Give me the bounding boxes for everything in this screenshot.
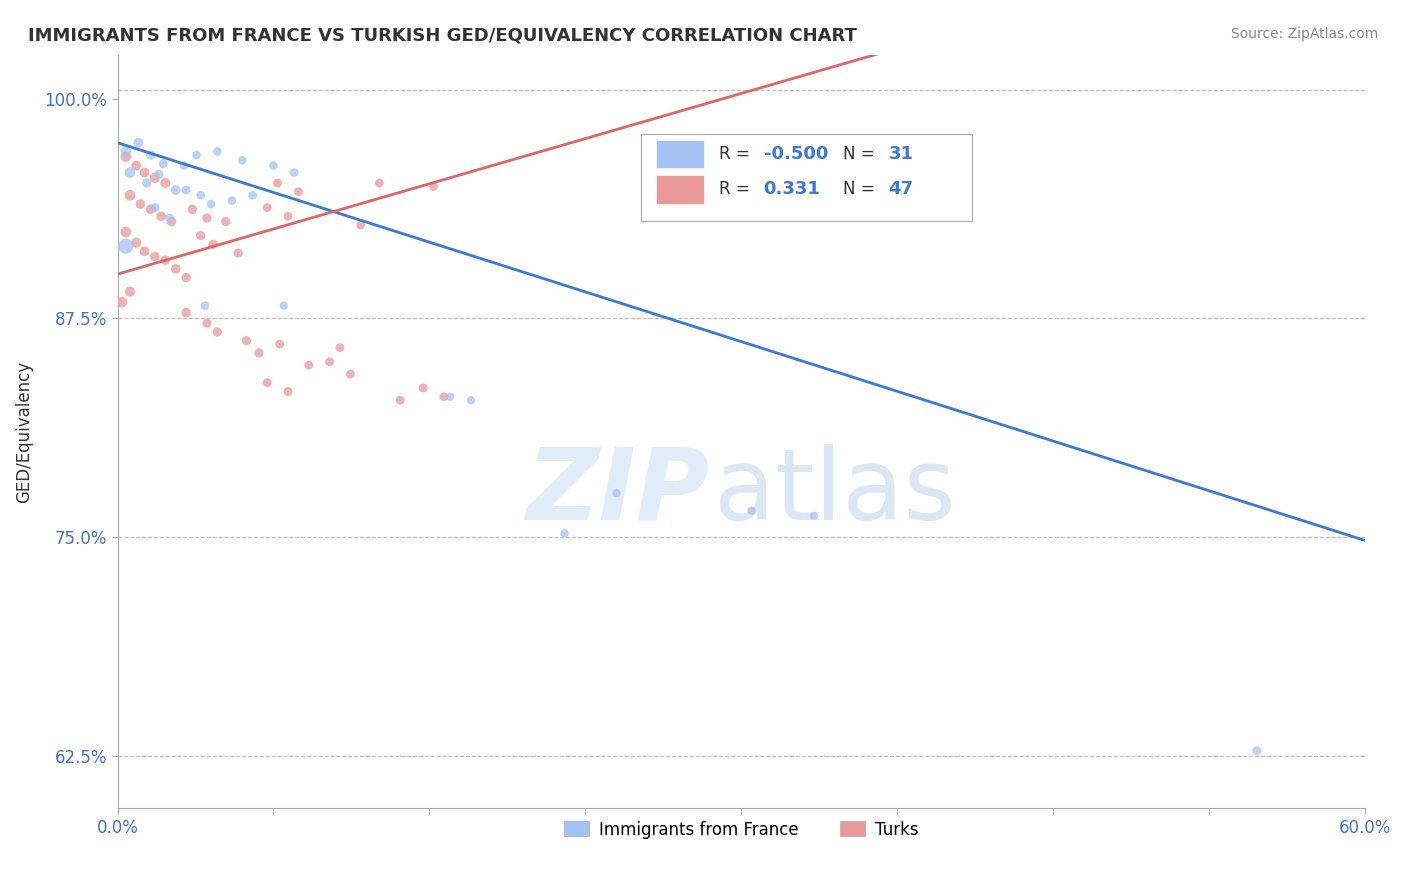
Point [256,376,278,390]
Text: -0.500: -0.500 [763,145,828,163]
Point [125,159,148,173]
Point [155,253,177,268]
Point [422,179,444,194]
Point [235,334,257,348]
Point [1246,744,1268,758]
Point [247,346,270,360]
Point [368,176,391,190]
Point [115,239,138,253]
Point [118,188,141,202]
Point [174,270,197,285]
Text: R =: R = [718,180,755,198]
Point [115,150,138,164]
Point [129,197,152,211]
Point [269,337,291,351]
Legend: Immigrants from France, Turks: Immigrants from France, Turks [557,814,925,846]
Point [150,210,173,224]
Point [118,285,141,299]
Point [143,201,166,215]
Text: R =: R = [718,145,755,163]
Point [262,159,284,173]
Point [139,202,162,217]
Point [202,237,225,252]
Point [231,153,253,168]
Point [127,136,149,150]
Point [339,367,361,381]
Text: IMMIGRANTS FROM FRANCE VS TURKISH GED/EQUIVALENCY CORRELATION CHART: IMMIGRANTS FROM FRANCE VS TURKISH GED/EQ… [28,27,858,45]
FancyBboxPatch shape [641,134,972,221]
Point [439,390,461,404]
Point [118,165,141,179]
Point [174,183,197,197]
Point [605,486,627,500]
Point [139,148,162,162]
Point [226,246,249,260]
Point [214,214,236,228]
Point [134,165,156,179]
Point [165,261,187,276]
Point [148,167,170,181]
Point [242,188,264,202]
Point [174,306,197,320]
Text: N =: N = [844,180,880,198]
Point [207,145,229,159]
Point [115,145,138,159]
Bar [657,139,704,168]
Point [298,358,321,372]
Point [329,341,352,355]
Point [553,526,575,541]
Point [318,355,340,369]
Point [741,503,763,517]
Point [803,508,825,523]
Point [190,188,212,202]
Point [433,390,456,404]
Point [266,176,288,190]
Point [195,211,218,225]
Y-axis label: GED/Equivalency: GED/Equivalency [15,360,32,503]
Point [155,176,177,190]
Point [412,381,434,395]
Text: N =: N = [844,145,880,163]
Point [186,148,208,162]
Point [283,165,305,179]
Point [277,210,299,224]
Bar [657,175,704,203]
Point [143,250,166,264]
Point [125,235,148,250]
Point [181,202,204,217]
Text: Source: ZipAtlas.com: Source: ZipAtlas.com [1230,27,1378,41]
Text: ZIP: ZIP [527,443,710,541]
Point [287,185,309,199]
Point [350,218,373,232]
Point [165,183,187,197]
Point [389,393,412,408]
Point [173,159,195,173]
Text: 31: 31 [889,145,914,163]
Point [200,197,222,211]
Point [143,170,166,185]
Point [194,299,217,313]
Point [273,299,295,313]
Point [195,316,218,330]
Point [135,176,157,190]
Point [277,384,299,399]
Text: atlas: atlas [714,443,955,541]
Point [111,295,134,310]
Point [159,211,181,225]
Point [190,228,212,243]
Point [152,157,174,171]
Point [134,244,156,259]
Point [115,225,138,239]
Point [207,325,229,339]
Point [221,194,243,208]
Text: 47: 47 [889,180,914,198]
Point [256,201,278,215]
Point [160,214,183,228]
Text: 0.331: 0.331 [763,180,821,198]
Point [460,393,482,408]
